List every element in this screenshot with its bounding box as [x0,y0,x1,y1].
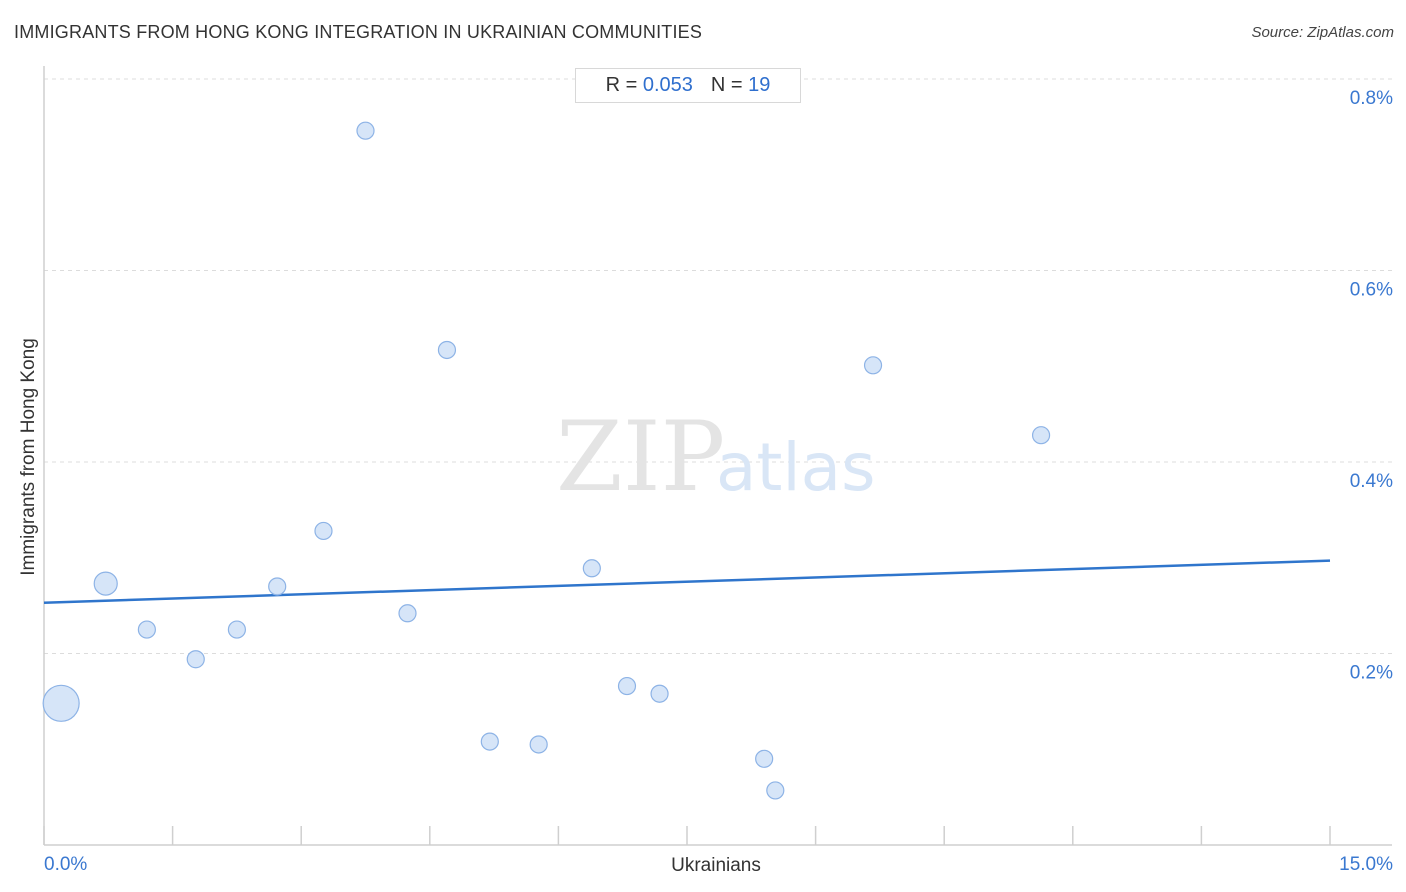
data-point [480,732,499,751]
data-point [650,684,669,703]
y-tick-label: 0.8% [1350,88,1393,109]
y-tick-label: 0.4% [1350,471,1393,492]
data-point [137,620,156,639]
data-point [93,571,118,596]
x-tick-min: 0.0% [44,854,87,875]
data-point [186,650,205,669]
x-tick-max: 15.0% [1339,854,1393,875]
n-label: N = [710,74,743,96]
trendline-group [43,559,1331,605]
data-point [755,749,774,768]
data-point [863,356,883,375]
data-point [398,604,417,623]
axes [43,66,1392,846]
y-tick-label: 0.2% [1350,663,1393,684]
y-tick-label: 0.6% [1350,280,1393,301]
data-point [582,559,601,578]
data-point [42,684,80,722]
data-point [617,676,637,696]
data-point [766,781,785,800]
data-point [268,577,287,596]
y-axis-label: Immigrants from Hong Kong [18,338,39,576]
r-label: R = [605,74,638,96]
axis-labels: 0.0% 15.0% Ukrainians Immigrants from Ho… [18,338,1393,876]
data-point [356,121,375,140]
data-point [529,735,548,754]
watermark-zip: ZIP [556,401,725,513]
x-axis-label: Ukrainians [671,855,761,876]
data-point [437,340,457,360]
data-point [1031,426,1051,445]
data-point [227,620,246,639]
grid-lines: 0.2% 0.4% 0.6% 0.8% [44,78,1393,684]
data-point [314,521,333,541]
r-value: 0.053 [642,74,693,96]
zipatlas-watermark: ZIP atlas [556,401,876,513]
points-group [42,121,1051,800]
n-value: 19 [748,74,771,96]
source-label: Source: ZipAtlas.com [1251,24,1394,41]
watermark-atlas: atlas [716,429,876,506]
stats-box: R = 0.053 N = 19 [575,68,801,103]
trendline [43,559,1331,605]
chart-title: IMMIGRANTS FROM HONG KONG INTEGRATION IN… [14,22,703,42]
